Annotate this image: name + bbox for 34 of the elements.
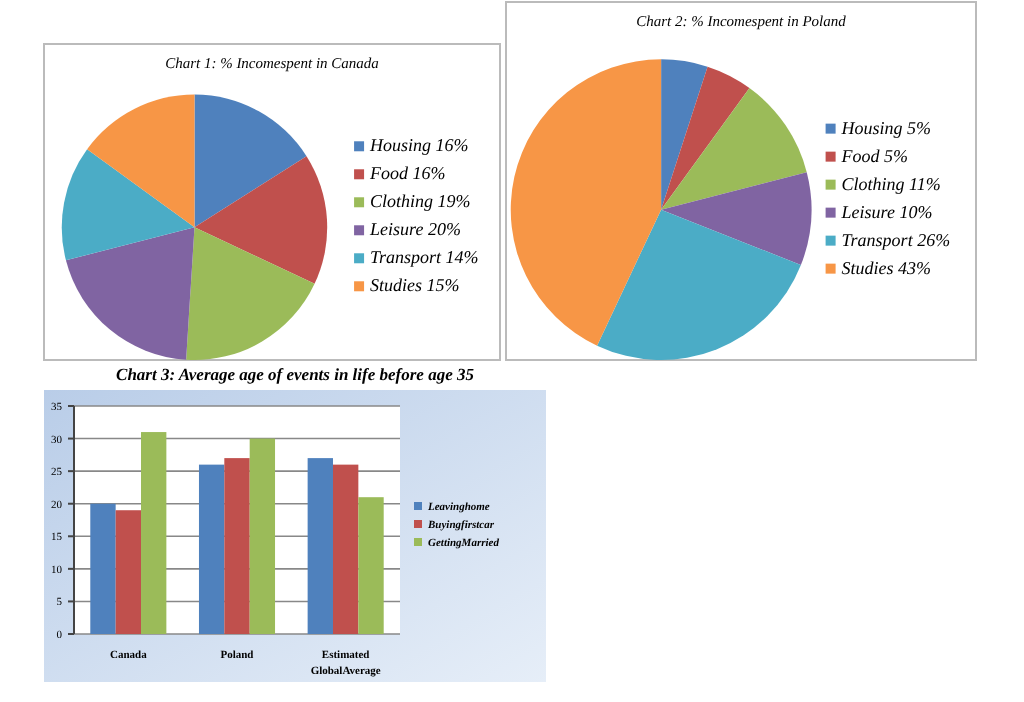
pie-slice xyxy=(65,227,195,360)
chart-title: Chart 3: Average age of events in life before age 35 xyxy=(116,364,476,384)
bar xyxy=(224,458,250,634)
legend-label: Clothing 19% xyxy=(370,191,471,212)
pie-slice xyxy=(194,94,307,228)
legend-label: Studies 15% xyxy=(370,275,460,296)
legend-label: Leisure 20% xyxy=(368,219,461,240)
legend-label: Food 5% xyxy=(839,145,909,166)
bar xyxy=(141,432,167,634)
bar xyxy=(358,497,384,634)
pie-slice xyxy=(61,149,195,261)
pie-slice xyxy=(661,66,750,210)
legend-label: Leisure 10% xyxy=(839,201,933,222)
legend-label: Transport 14% xyxy=(370,247,479,268)
bar xyxy=(115,510,142,634)
pie-slice xyxy=(510,59,662,346)
bar xyxy=(198,464,225,634)
pie-slice xyxy=(186,227,315,360)
pie-slice xyxy=(661,59,708,210)
legend-label: Studies 43% xyxy=(841,257,932,278)
legend-label: Housing 5% xyxy=(839,117,932,138)
legend-label: Transport 26% xyxy=(841,229,951,250)
pie-slice xyxy=(87,94,195,228)
bar xyxy=(307,458,333,634)
pie-slice xyxy=(194,156,327,284)
legend-label: Clothing 11% xyxy=(841,173,941,194)
pie-slice xyxy=(661,172,812,265)
legend-label: Housing 16% xyxy=(368,135,469,156)
bar xyxy=(90,503,116,634)
bar xyxy=(332,464,359,634)
pie-slice xyxy=(597,209,801,360)
pie-slice xyxy=(661,88,807,210)
legend-label: Food 16% xyxy=(368,163,446,184)
bar xyxy=(249,438,276,634)
